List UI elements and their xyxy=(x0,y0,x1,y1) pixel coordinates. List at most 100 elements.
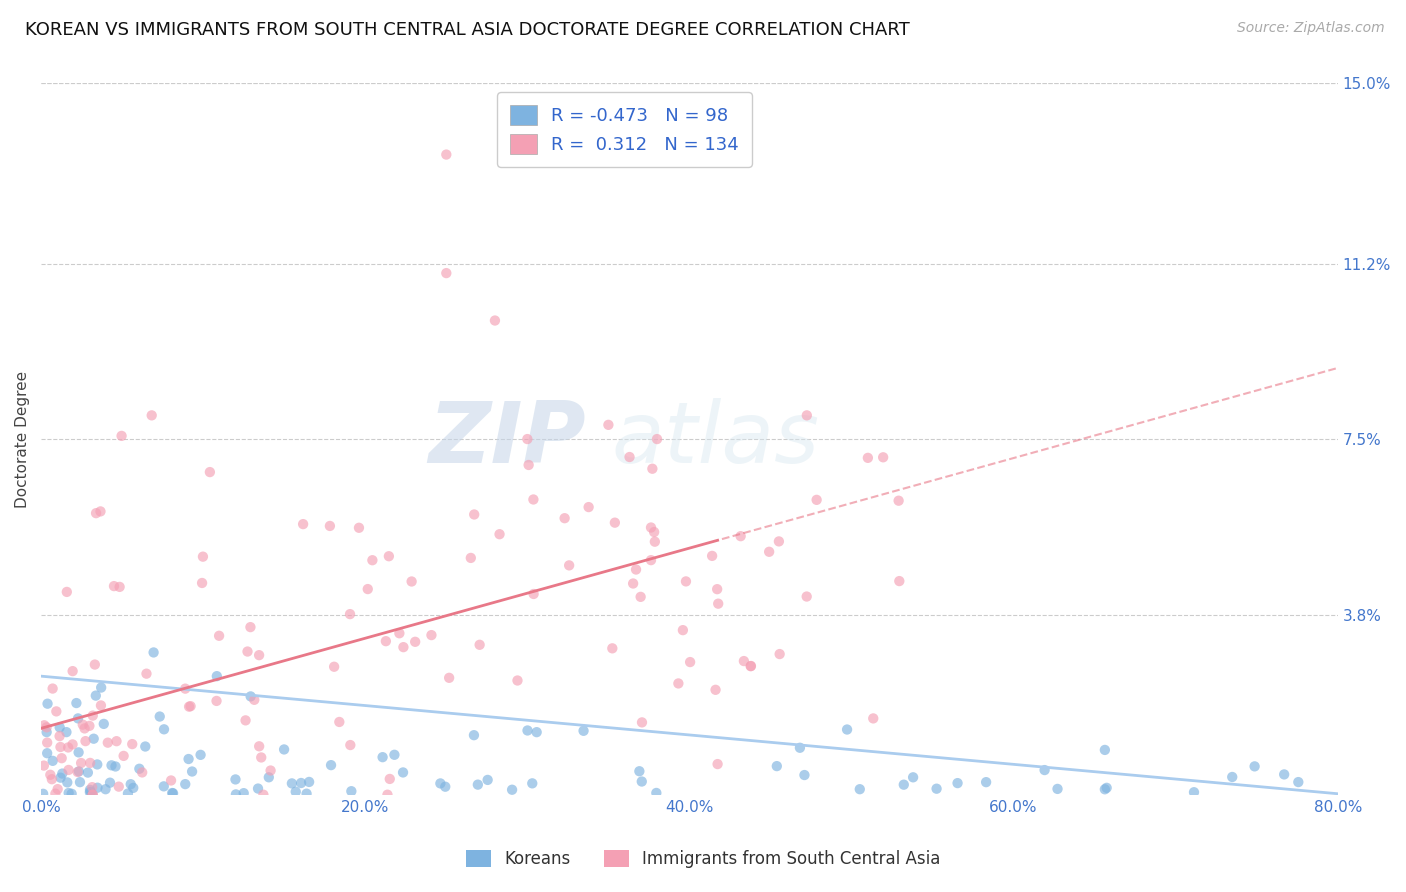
Point xyxy=(856,450,879,465)
Point xyxy=(298,775,321,789)
Point xyxy=(69,775,91,789)
Point xyxy=(82,780,104,794)
Point xyxy=(733,654,755,668)
Point xyxy=(225,788,247,802)
Point xyxy=(32,718,55,732)
Point xyxy=(205,669,228,683)
Point xyxy=(572,723,595,738)
Point xyxy=(86,757,108,772)
Point xyxy=(517,458,540,472)
Point xyxy=(793,768,815,782)
Point xyxy=(796,409,818,423)
Point xyxy=(120,777,142,791)
Point xyxy=(41,772,63,787)
Point xyxy=(105,734,128,748)
Point xyxy=(901,770,924,784)
Point xyxy=(131,765,153,780)
Point xyxy=(284,785,307,799)
Point xyxy=(60,787,83,801)
Point xyxy=(66,764,89,779)
Text: KOREAN VS IMMIGRANTS FROM SOUTH CENTRAL ASIA DOCTORATE DEGREE CORRELATION CHART: KOREAN VS IMMIGRANTS FROM SOUTH CENTRAL … xyxy=(25,21,910,39)
Point xyxy=(117,787,139,801)
Text: atlas: atlas xyxy=(612,398,820,481)
Point xyxy=(49,771,72,785)
Point xyxy=(628,764,651,779)
Point xyxy=(463,508,485,522)
Point xyxy=(232,786,254,800)
Point xyxy=(640,520,662,534)
Point xyxy=(523,587,546,601)
Point xyxy=(79,785,101,799)
Point xyxy=(160,786,183,800)
Point xyxy=(319,758,342,772)
Point xyxy=(374,634,396,648)
Point xyxy=(208,629,231,643)
Point xyxy=(49,739,72,754)
Point xyxy=(93,717,115,731)
Point xyxy=(56,775,79,789)
Point xyxy=(243,693,266,707)
Point xyxy=(645,786,668,800)
Point xyxy=(484,313,506,327)
Point xyxy=(624,562,647,576)
Point xyxy=(290,776,312,790)
Point xyxy=(239,690,262,704)
Point xyxy=(295,787,318,801)
Point xyxy=(58,786,80,800)
Point xyxy=(32,758,55,772)
Point xyxy=(37,736,59,750)
Point xyxy=(103,579,125,593)
Point xyxy=(644,534,666,549)
Point xyxy=(128,762,150,776)
Point xyxy=(1094,782,1116,797)
Point xyxy=(86,780,108,795)
Point xyxy=(357,582,380,596)
Point xyxy=(37,697,59,711)
Point xyxy=(153,723,176,737)
Point xyxy=(107,780,129,794)
Point xyxy=(160,773,183,788)
Point xyxy=(82,788,104,802)
Point xyxy=(45,705,67,719)
Point xyxy=(134,739,156,754)
Point xyxy=(672,623,695,637)
Point xyxy=(323,659,346,673)
Point xyxy=(384,747,406,762)
Point xyxy=(32,787,55,801)
Point xyxy=(340,784,363,798)
Point xyxy=(205,694,228,708)
Point xyxy=(640,553,662,567)
Point xyxy=(174,777,197,791)
Point xyxy=(1286,775,1309,789)
Point xyxy=(328,714,350,729)
Point xyxy=(70,756,93,770)
Point xyxy=(946,776,969,790)
Point xyxy=(90,681,112,695)
Point xyxy=(437,671,460,685)
Point xyxy=(180,699,202,714)
Legend: R = -0.473   N = 98, R =  0.312   N = 134: R = -0.473 N = 98, R = 0.312 N = 134 xyxy=(498,93,752,167)
Point xyxy=(602,641,624,656)
Point xyxy=(67,745,90,759)
Point xyxy=(835,723,858,737)
Point xyxy=(273,742,295,756)
Point xyxy=(44,787,66,801)
Point xyxy=(48,720,70,734)
Point xyxy=(67,764,90,779)
Point xyxy=(239,620,262,634)
Point xyxy=(872,450,894,465)
Point xyxy=(704,682,727,697)
Point xyxy=(84,506,107,520)
Point xyxy=(62,664,84,678)
Point xyxy=(339,607,361,621)
Point xyxy=(73,722,96,736)
Point xyxy=(643,524,665,539)
Point xyxy=(65,696,87,710)
Point xyxy=(84,689,107,703)
Point xyxy=(142,645,165,659)
Point xyxy=(603,516,626,530)
Point xyxy=(149,709,172,723)
Point xyxy=(862,711,884,725)
Point xyxy=(90,698,112,713)
Point xyxy=(190,747,212,762)
